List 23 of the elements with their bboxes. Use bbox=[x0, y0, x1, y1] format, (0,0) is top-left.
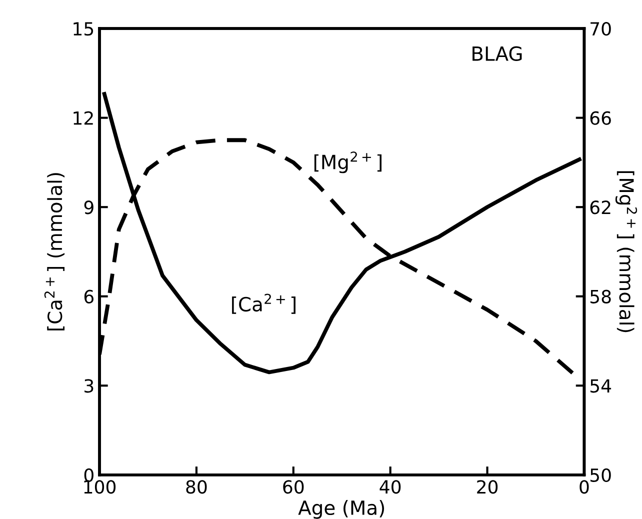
x-tick-label: 80 bbox=[186, 480, 207, 494]
y-tick-label: 3 bbox=[84, 379, 94, 393]
y-axis-title: [Ca$^{2+}$] (mmolal) bbox=[44, 173, 64, 330]
annotation: [Mg$^{2+}$] bbox=[314, 152, 382, 174]
x-tick-label: 100 bbox=[84, 480, 116, 494]
annotation: BLAG bbox=[472, 46, 522, 61]
x-tick-label: 40 bbox=[380, 480, 401, 494]
y-tick-label: 9 bbox=[84, 200, 94, 214]
x-tick-label: 60 bbox=[283, 480, 304, 494]
y2-tick-label: 54 bbox=[590, 379, 612, 393]
y2-tick-label: 50 bbox=[590, 468, 611, 482]
y2-tick-label: 66 bbox=[590, 111, 611, 125]
x-tick-label: 0 bbox=[580, 480, 589, 494]
y2-tick-label: 62 bbox=[590, 200, 610, 214]
y2-axis-title: [Mg$^{2+}$] (mmolal) bbox=[615, 171, 638, 332]
annotation: [Ca$^{2+}$] bbox=[232, 294, 296, 314]
x-tick-label: 20 bbox=[477, 480, 498, 494]
y-tick-label: 15 bbox=[74, 22, 94, 36]
y-tick-label: 6 bbox=[84, 290, 94, 304]
y2-tick-label: 58 bbox=[590, 290, 611, 304]
y2-tick-label: 70 bbox=[590, 22, 611, 36]
y-tick-label: 12 bbox=[74, 111, 93, 125]
x-axis-title: Age (Ma) bbox=[298, 500, 384, 519]
